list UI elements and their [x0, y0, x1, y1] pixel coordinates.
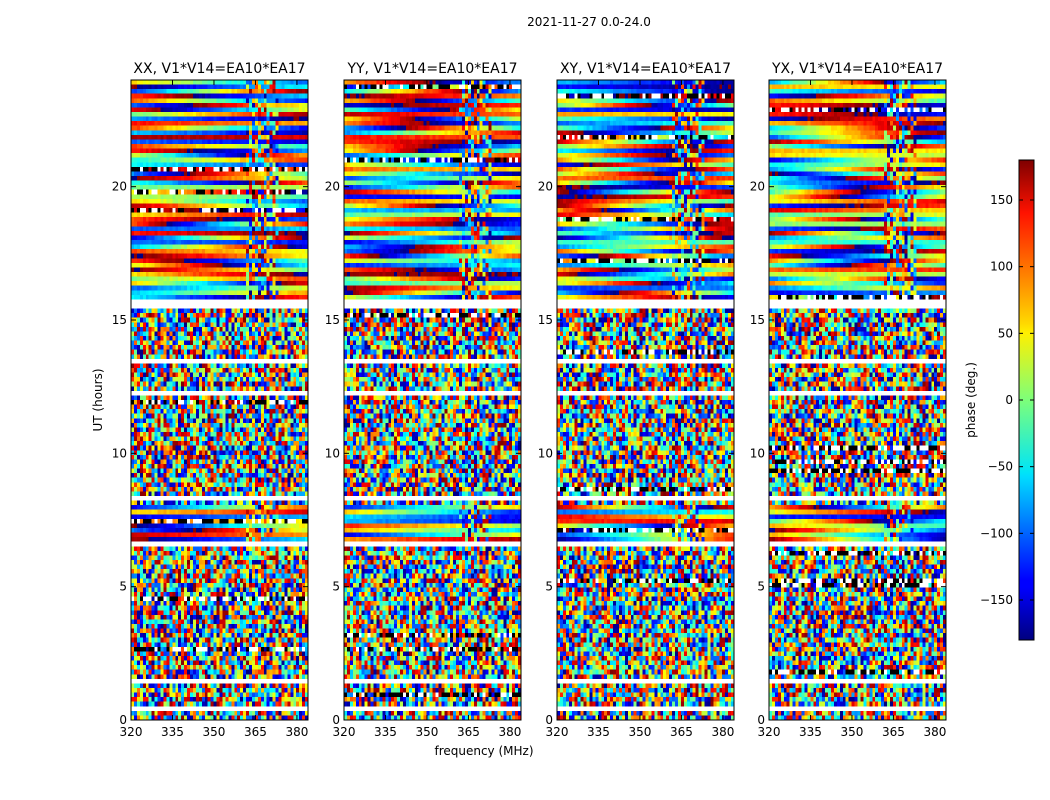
figure-suptitle: 2021-11-27 0.0-24.0 — [527, 15, 651, 29]
x-tick-label: 365 — [882, 725, 905, 739]
heatmap-image — [131, 80, 308, 720]
heatmap-image — [557, 80, 734, 720]
y-tick-label: 20 — [750, 180, 765, 194]
y-tick-label: 20 — [538, 180, 553, 194]
x-tick-label: 380 — [711, 725, 734, 739]
x-tick-label: 350 — [629, 725, 652, 739]
x-tick-label: 350 — [841, 725, 864, 739]
panel-title: XY, V1*V14=EA10*EA17 — [560, 61, 731, 77]
colorbar: 150 100 50 0 −50 −100 −150 phase (deg.) — [964, 159, 1035, 641]
x-tick-label: 320 — [120, 725, 143, 739]
panel-1: XX, V1*V14=EA10*EA17 320 335 350 365 380 0 5 10 1… — [112, 61, 309, 739]
x-tick-label: 365 — [670, 725, 693, 739]
y-tick-label: 0 — [757, 713, 765, 727]
colorbar-tick-label: 150 — [990, 193, 1013, 207]
y-tick-label: 5 — [119, 580, 127, 594]
y-tick-label: 20 — [325, 180, 340, 194]
colorbar-tick-label: −150 — [980, 593, 1013, 607]
panel-frame — [768, 79, 947, 721]
x-tick-label: 365 — [244, 725, 267, 739]
panel-title: YY, V1*V14=EA10*EA17 — [346, 61, 517, 77]
panel-title: XX, V1*V14=EA10*EA17 — [133, 61, 305, 77]
y-tick-label: 5 — [757, 580, 765, 594]
x-tick-label: 380 — [498, 725, 521, 739]
y-tick-label: 15 — [112, 313, 127, 327]
y-tick-label: 0 — [119, 713, 127, 727]
x-tick-label: 335 — [161, 725, 184, 739]
x-tick-label: 365 — [457, 725, 480, 739]
y-tick-label: 15 — [750, 313, 765, 327]
y-tick-label: 15 — [538, 313, 553, 327]
x-tick-label: 350 — [416, 725, 439, 739]
x-tick-label: 335 — [374, 725, 397, 739]
y-tick-label: 0 — [332, 713, 340, 727]
heatmap-image — [344, 80, 521, 720]
y-tick-label: 5 — [332, 580, 340, 594]
y-tick-label: 5 — [545, 580, 553, 594]
y-tick-label: 10 — [750, 446, 765, 460]
x-tick-label: 335 — [799, 725, 822, 739]
y-tick-label: 15 — [325, 313, 340, 327]
x-tick-label: 320 — [546, 725, 569, 739]
y-tick-label: 10 — [325, 446, 340, 460]
x-tick-label: 335 — [587, 725, 610, 739]
colorbar-label: phase (deg.) — [964, 362, 978, 438]
heatmap-image — [769, 80, 946, 720]
colorbar-tick-label: 100 — [990, 260, 1013, 274]
panel-3: XY, V1*V14=EA10*EA17 320 335 350 365 380 0 5 10 1… — [538, 61, 735, 739]
panel-frame — [556, 79, 735, 721]
x-tick-label: 380 — [923, 725, 946, 739]
y-tick-label: 10 — [538, 446, 553, 460]
y-axis-label: UT (hours) — [91, 368, 105, 431]
colorbar-tick-label: −50 — [988, 460, 1013, 474]
colorbar-ticks: 150 100 50 0 −50 −100 −150 — [980, 193, 1034, 607]
panel-frame — [130, 79, 309, 721]
x-tick-label: 320 — [333, 725, 356, 739]
panel-4: YX, V1*V14=EA10*EA17 320 335 350 365 380 0 5 10 1… — [750, 61, 947, 739]
x-tick-label: 320 — [758, 725, 781, 739]
x-tick-label: 380 — [285, 725, 308, 739]
panel-title: YX, V1*V14=EA10*EA17 — [771, 61, 943, 77]
colorbar-tick-label: −100 — [980, 526, 1013, 540]
x-tick-label: 350 — [203, 725, 226, 739]
y-tick-label: 20 — [112, 180, 127, 194]
y-tick-label: 10 — [112, 446, 127, 460]
panel-2: YY, V1*V14=EA10*EA17 320 335 350 365 380 0 5 10 1… — [325, 61, 522, 739]
panel-frame — [343, 79, 522, 721]
colorbar-tick-label: 0 — [1005, 393, 1013, 407]
y-tick-label: 0 — [545, 713, 553, 727]
panels-group: XX, V1*V14=EA10*EA17 320 335 350 365 380 0 5 10 1… — [112, 61, 947, 739]
colorbar-tick-label: 50 — [998, 326, 1013, 340]
x-axis-label: frequency (MHz) — [434, 744, 533, 758]
